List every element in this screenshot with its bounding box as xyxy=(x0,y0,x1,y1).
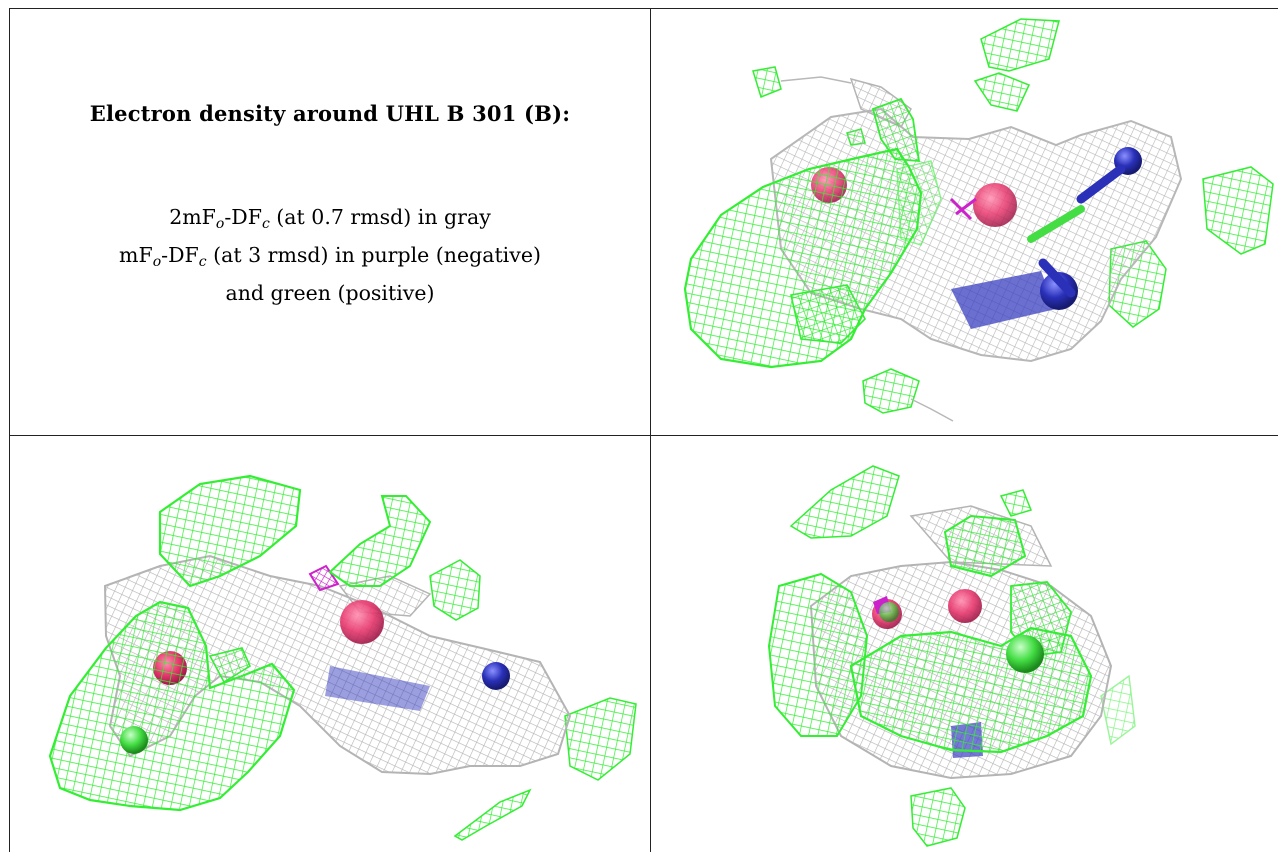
caption-title: Electron density around UHL B 301 (B): xyxy=(89,101,571,126)
caption-legend: 2mFo-DFc (at 0.7 rmsd) in gray mFo-DFc (… xyxy=(10,202,650,309)
table-border-left xyxy=(9,8,10,852)
density-image xyxy=(767,465,1136,847)
legend-line-positive: and green (positive) xyxy=(225,281,435,305)
density-view-top-right xyxy=(651,9,1278,435)
density-view-bottom-left xyxy=(10,436,650,852)
density-image xyxy=(48,474,637,841)
table-divider-vertical xyxy=(650,8,651,852)
legend-line-difference-map: mFo-DFc (at 3 rmsd) in purple (negative) xyxy=(119,243,541,270)
density-view-bottom-right xyxy=(651,436,1278,852)
table-border-top xyxy=(9,8,1278,9)
legend-line-gray-map: 2mFo-DFc (at 0.7 rmsd) in gray xyxy=(169,205,491,232)
caption-cell: Electron density around UHL B 301 (B): 2… xyxy=(10,9,650,435)
density-image xyxy=(683,18,1274,422)
table-divider-horizontal xyxy=(9,435,1278,436)
